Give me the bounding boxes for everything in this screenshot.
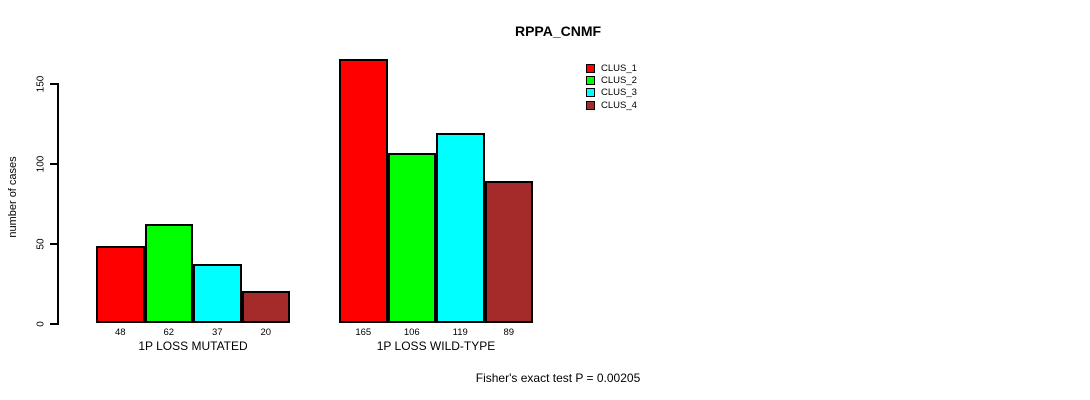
bar-value-label: 48 (114, 327, 126, 338)
legend-item-clus_1: CLUS_1 (586, 62, 637, 74)
legend-swatch-icon (586, 88, 595, 98)
y-axis-line (57, 83, 59, 325)
bar-clus_1-group1 (96, 246, 145, 323)
bar-value-label: 106 (403, 327, 420, 338)
y-axis-tick-label: 100 (35, 155, 47, 173)
legend-item-clus_3: CLUS_3 (586, 87, 637, 99)
bar-value-label: 119 (452, 327, 468, 338)
legend-item-clus_2: CLUS_2 (586, 74, 637, 86)
bar-clus_2-group2 (387, 153, 436, 323)
legend-label: CLUS_4 (601, 99, 637, 111)
bar-value-label: 62 (163, 327, 175, 338)
y-axis-tick (50, 323, 57, 325)
legend-label: CLUS_2 (601, 75, 637, 87)
y-axis-tick (50, 83, 57, 85)
y-axis-label: number of cases (7, 156, 19, 238)
legend-item-clus_4: CLUS_4 (586, 99, 637, 111)
bar-value-label: 89 (503, 327, 515, 338)
bar-clus_2-group1 (144, 223, 193, 323)
y-axis-tick (50, 243, 57, 245)
bar-value-label: 165 (355, 327, 372, 338)
bar-clus_3-group2 (436, 132, 485, 323)
bar-clus_3-group1 (193, 263, 242, 323)
y-axis-tick-label: 50 (35, 238, 47, 250)
legend: CLUS_1 CLUS_2 CLUS_3 CLUS_4 (586, 62, 637, 112)
chart-title: RPPA_CNMF (514, 23, 602, 39)
legend-swatch-icon (586, 100, 595, 110)
bar-clus_1-group2 (339, 59, 388, 323)
legend-label: CLUS_1 (601, 62, 637, 74)
fisher-test-annotation: Fisher's exact test P = 0.00205 (475, 371, 641, 385)
y-axis-tick-label: 150 (35, 75, 47, 93)
y-axis-tick-label: 0 (35, 321, 47, 327)
legend-swatch-icon (586, 76, 595, 86)
bar-value-label: 20 (260, 327, 272, 338)
bar-clus_4-group1 (241, 291, 290, 323)
legend-label: CLUS_3 (601, 87, 637, 99)
bar-clus_4-group2 (484, 180, 533, 323)
y-axis-tick (50, 163, 57, 165)
x-axis-category-label: 1P LOSS WILD-TYPE (376, 339, 496, 353)
x-axis-category-label: 1P LOSS MUTATED (138, 339, 248, 353)
legend-swatch-icon (586, 63, 595, 73)
bar-value-label: 37 (211, 327, 223, 338)
